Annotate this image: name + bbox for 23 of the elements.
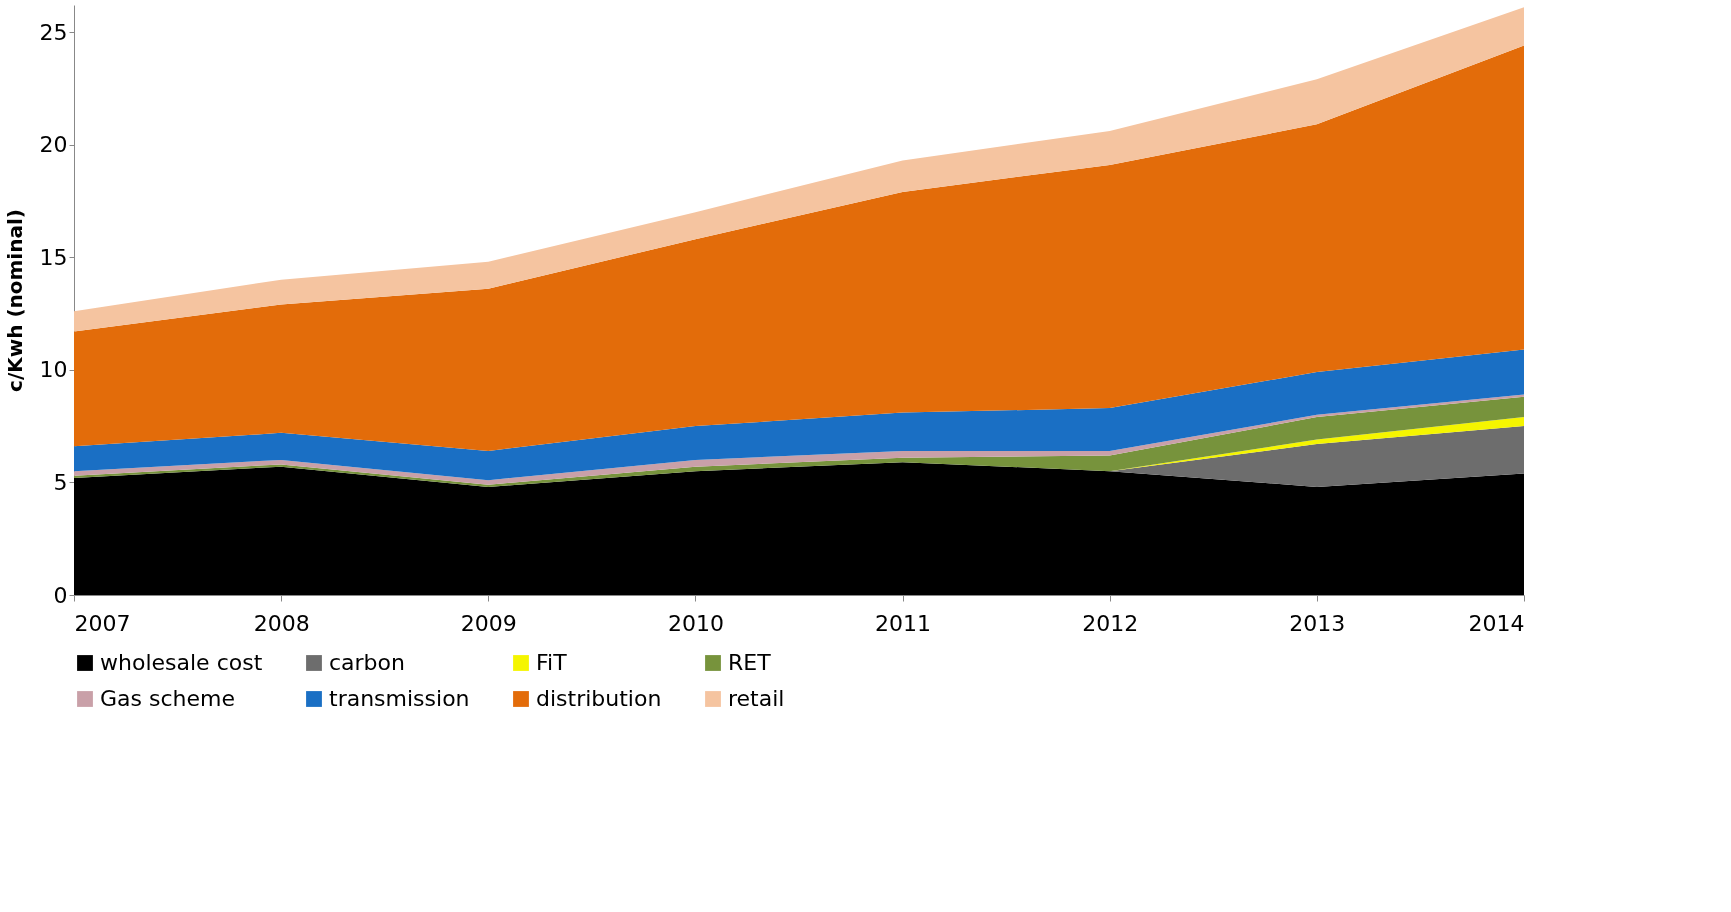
legend-label: RET <box>728 650 772 675</box>
legend-label: retail <box>728 686 785 711</box>
x-tick-label: 2009 <box>460 610 517 636</box>
legend-label: wholesale cost <box>100 650 263 675</box>
y-tick-label: 10 <box>39 357 68 383</box>
x-tick-label: 2014 <box>1468 610 1525 636</box>
x-tick-label: 2011 <box>875 610 932 636</box>
x-tick-label: 2008 <box>253 610 310 636</box>
legend-label: carbon <box>329 650 405 675</box>
legend-label: FiT <box>536 650 568 675</box>
legend-label: Gas scheme <box>100 686 235 711</box>
legend-label: distribution <box>536 686 662 711</box>
y-tick-label: 25 <box>39 19 68 45</box>
y-tick-label: 0 <box>53 582 68 608</box>
y-tick-label: 15 <box>39 244 68 270</box>
x-tick-label: 2013 <box>1289 610 1346 636</box>
legend-label: transmission <box>329 686 470 711</box>
y-tick-label: 20 <box>39 132 68 158</box>
x-tick-label: 2007 <box>74 610 131 636</box>
y-tick-label: 5 <box>53 469 68 495</box>
y-axis-title: c/Kwh (nominal) <box>2 209 27 392</box>
x-tick-label: 2010 <box>667 610 724 636</box>
x-tick-label: 2012 <box>1082 610 1139 636</box>
